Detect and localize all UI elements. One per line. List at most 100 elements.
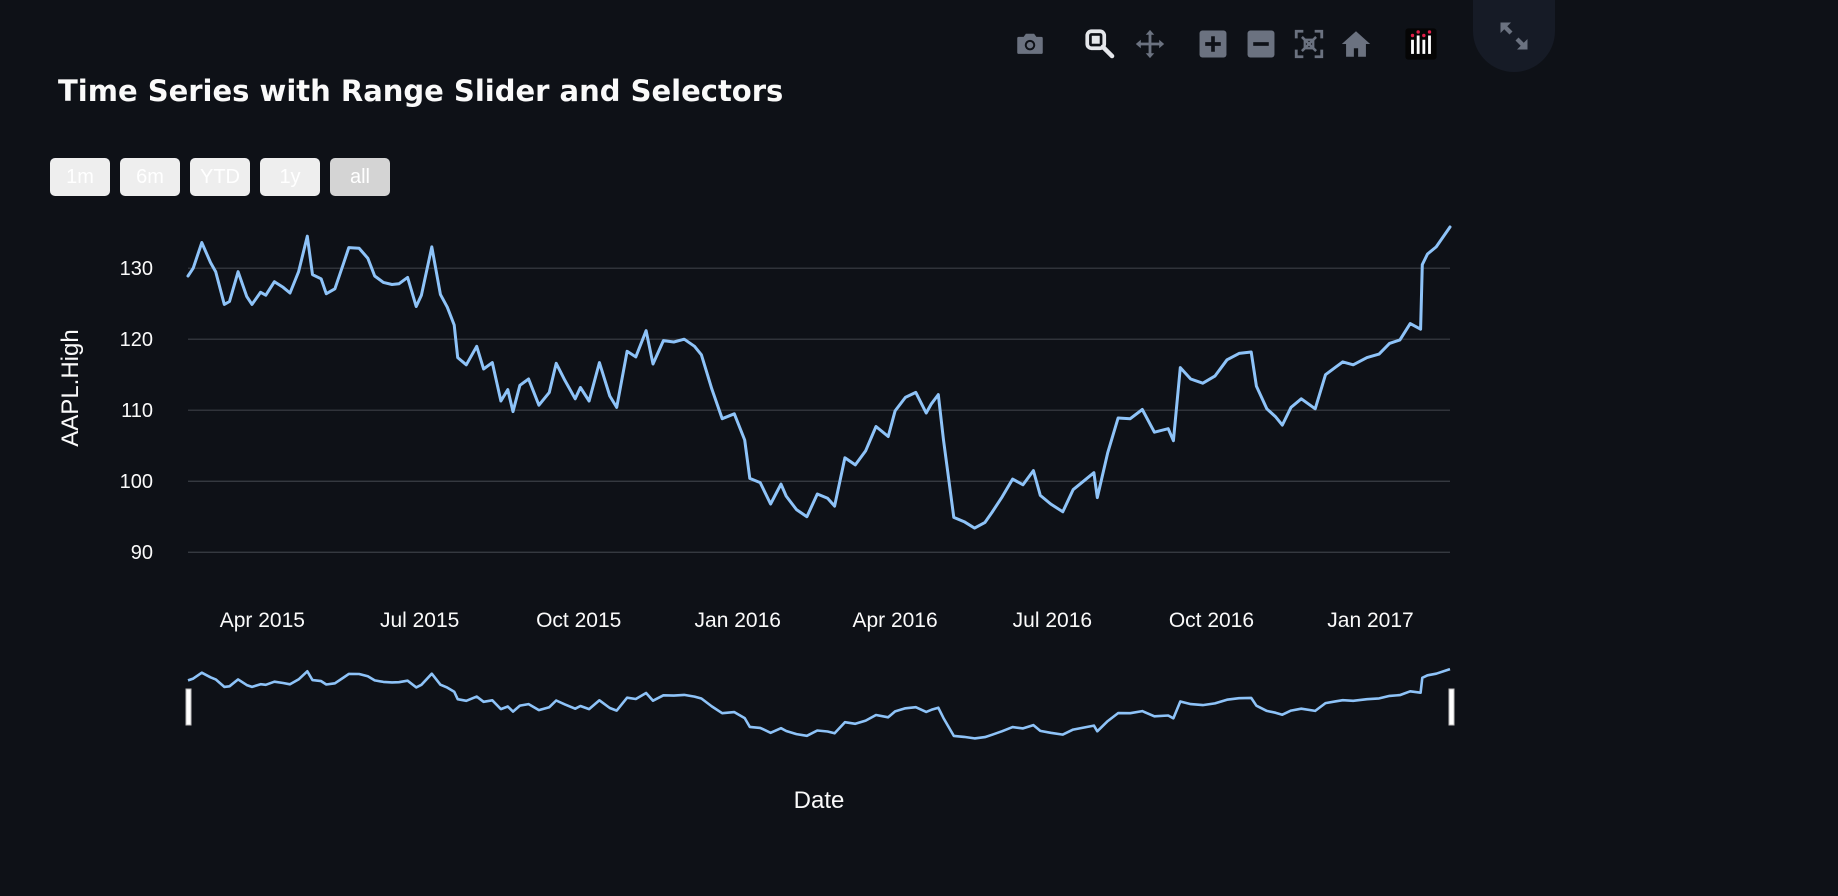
data-point bbox=[785, 494, 788, 498]
data-point bbox=[1352, 363, 1355, 366]
data-point bbox=[366, 257, 369, 260]
data-point bbox=[555, 362, 558, 365]
series-line bbox=[186, 225, 1452, 530]
zoom-out-icon[interactable] bbox=[1241, 22, 1281, 66]
data-point bbox=[721, 417, 724, 420]
y-tick-label: 110 bbox=[121, 400, 153, 422]
data-point bbox=[1388, 342, 1391, 345]
x-tick-label: Jan 2017 bbox=[1327, 609, 1413, 632]
data-point bbox=[769, 502, 772, 506]
data-point bbox=[1116, 416, 1120, 420]
data-point bbox=[1039, 494, 1042, 497]
data-point bbox=[1334, 365, 1338, 369]
data-point bbox=[357, 247, 361, 250]
data-point bbox=[805, 515, 809, 518]
data-point bbox=[1167, 427, 1170, 430]
data-point bbox=[914, 391, 917, 394]
data-point bbox=[430, 245, 433, 249]
data-point bbox=[1071, 488, 1075, 491]
data-point bbox=[420, 294, 423, 297]
data-point bbox=[1201, 382, 1205, 385]
data-point bbox=[223, 303, 226, 306]
data-point bbox=[1265, 407, 1269, 410]
data-point bbox=[236, 270, 240, 273]
data-point bbox=[511, 410, 515, 413]
data-point bbox=[482, 367, 485, 371]
data-point bbox=[1096, 496, 1099, 499]
data-point bbox=[615, 406, 618, 409]
data-point bbox=[833, 504, 836, 508]
plotly-logo-icon[interactable] bbox=[1401, 22, 1441, 66]
data-point bbox=[662, 339, 665, 342]
data-point bbox=[826, 497, 829, 500]
pan-icon[interactable] bbox=[1130, 22, 1170, 66]
data-point bbox=[446, 306, 449, 309]
x-tick-label: Oct 2015 bbox=[536, 609, 621, 632]
range-slider-line bbox=[187, 667, 1451, 740]
range-button-1y[interactable]: 1y bbox=[260, 158, 320, 196]
data-point bbox=[634, 355, 637, 359]
data-point bbox=[1419, 328, 1422, 331]
fullscreen-button[interactable] bbox=[1473, 0, 1555, 72]
data-point bbox=[587, 399, 591, 403]
data-point bbox=[854, 463, 857, 467]
data-point bbox=[1225, 358, 1229, 361]
data-point bbox=[1061, 510, 1065, 513]
data-point bbox=[1409, 322, 1412, 325]
data-point bbox=[259, 291, 262, 294]
data-point bbox=[506, 388, 509, 391]
data-point bbox=[465, 363, 468, 366]
data-point bbox=[192, 267, 195, 270]
data-point bbox=[733, 412, 736, 415]
data-point bbox=[1021, 483, 1025, 486]
range-button-ytd[interactable]: YTD bbox=[190, 158, 250, 196]
autoscale-icon[interactable] bbox=[1289, 22, 1329, 66]
zoom-icon[interactable] bbox=[1080, 22, 1120, 66]
fullscreen-icon bbox=[1500, 22, 1528, 50]
data-point bbox=[864, 449, 867, 452]
data-point bbox=[347, 246, 350, 249]
data-point bbox=[963, 520, 966, 523]
data-point bbox=[1281, 423, 1284, 427]
data-point bbox=[475, 345, 478, 348]
data-point bbox=[390, 283, 394, 286]
range-slider-right-handle[interactable] bbox=[1448, 688, 1455, 726]
data-point bbox=[748, 477, 751, 480]
x-tick-label: Apr 2015 bbox=[220, 609, 305, 632]
data-point bbox=[925, 411, 928, 415]
data-point bbox=[1365, 356, 1369, 359]
data-point bbox=[1011, 477, 1014, 481]
y-tick-label: 100 bbox=[120, 471, 153, 493]
y-axis-title: AAPL.High bbox=[57, 329, 84, 446]
data-point bbox=[779, 482, 783, 486]
data-point bbox=[186, 274, 190, 278]
x-tick-label: Jul 2016 bbox=[1013, 609, 1092, 632]
data-point bbox=[209, 261, 212, 264]
data-point bbox=[1398, 338, 1402, 342]
y-tick-label: 130 bbox=[120, 258, 153, 280]
reset-axes-icon[interactable] bbox=[1336, 22, 1376, 66]
data-point bbox=[1153, 431, 1156, 434]
data-point bbox=[1092, 471, 1096, 474]
range-button-all[interactable]: all bbox=[330, 158, 390, 196]
data-point bbox=[1341, 360, 1345, 364]
data-point bbox=[228, 300, 231, 303]
data-point bbox=[1289, 406, 1293, 409]
data-point bbox=[1032, 469, 1035, 472]
data-point bbox=[548, 391, 551, 394]
data-point bbox=[297, 270, 300, 273]
range-button-6m[interactable]: 6m bbox=[120, 158, 180, 196]
data-point bbox=[264, 294, 267, 297]
data-point bbox=[816, 492, 819, 496]
data-point bbox=[942, 438, 945, 442]
data-point bbox=[1300, 397, 1303, 400]
data-point bbox=[311, 273, 314, 276]
range-slider-left-handle[interactable] bbox=[185, 688, 192, 726]
range-button-1m[interactable]: 1m bbox=[50, 158, 110, 196]
camera-icon[interactable] bbox=[1010, 22, 1050, 66]
data-point bbox=[1274, 415, 1277, 418]
y-tick-label: 120 bbox=[120, 329, 153, 351]
data-point bbox=[743, 438, 746, 442]
zoom-in-icon[interactable] bbox=[1193, 22, 1233, 66]
data-point bbox=[200, 241, 203, 244]
